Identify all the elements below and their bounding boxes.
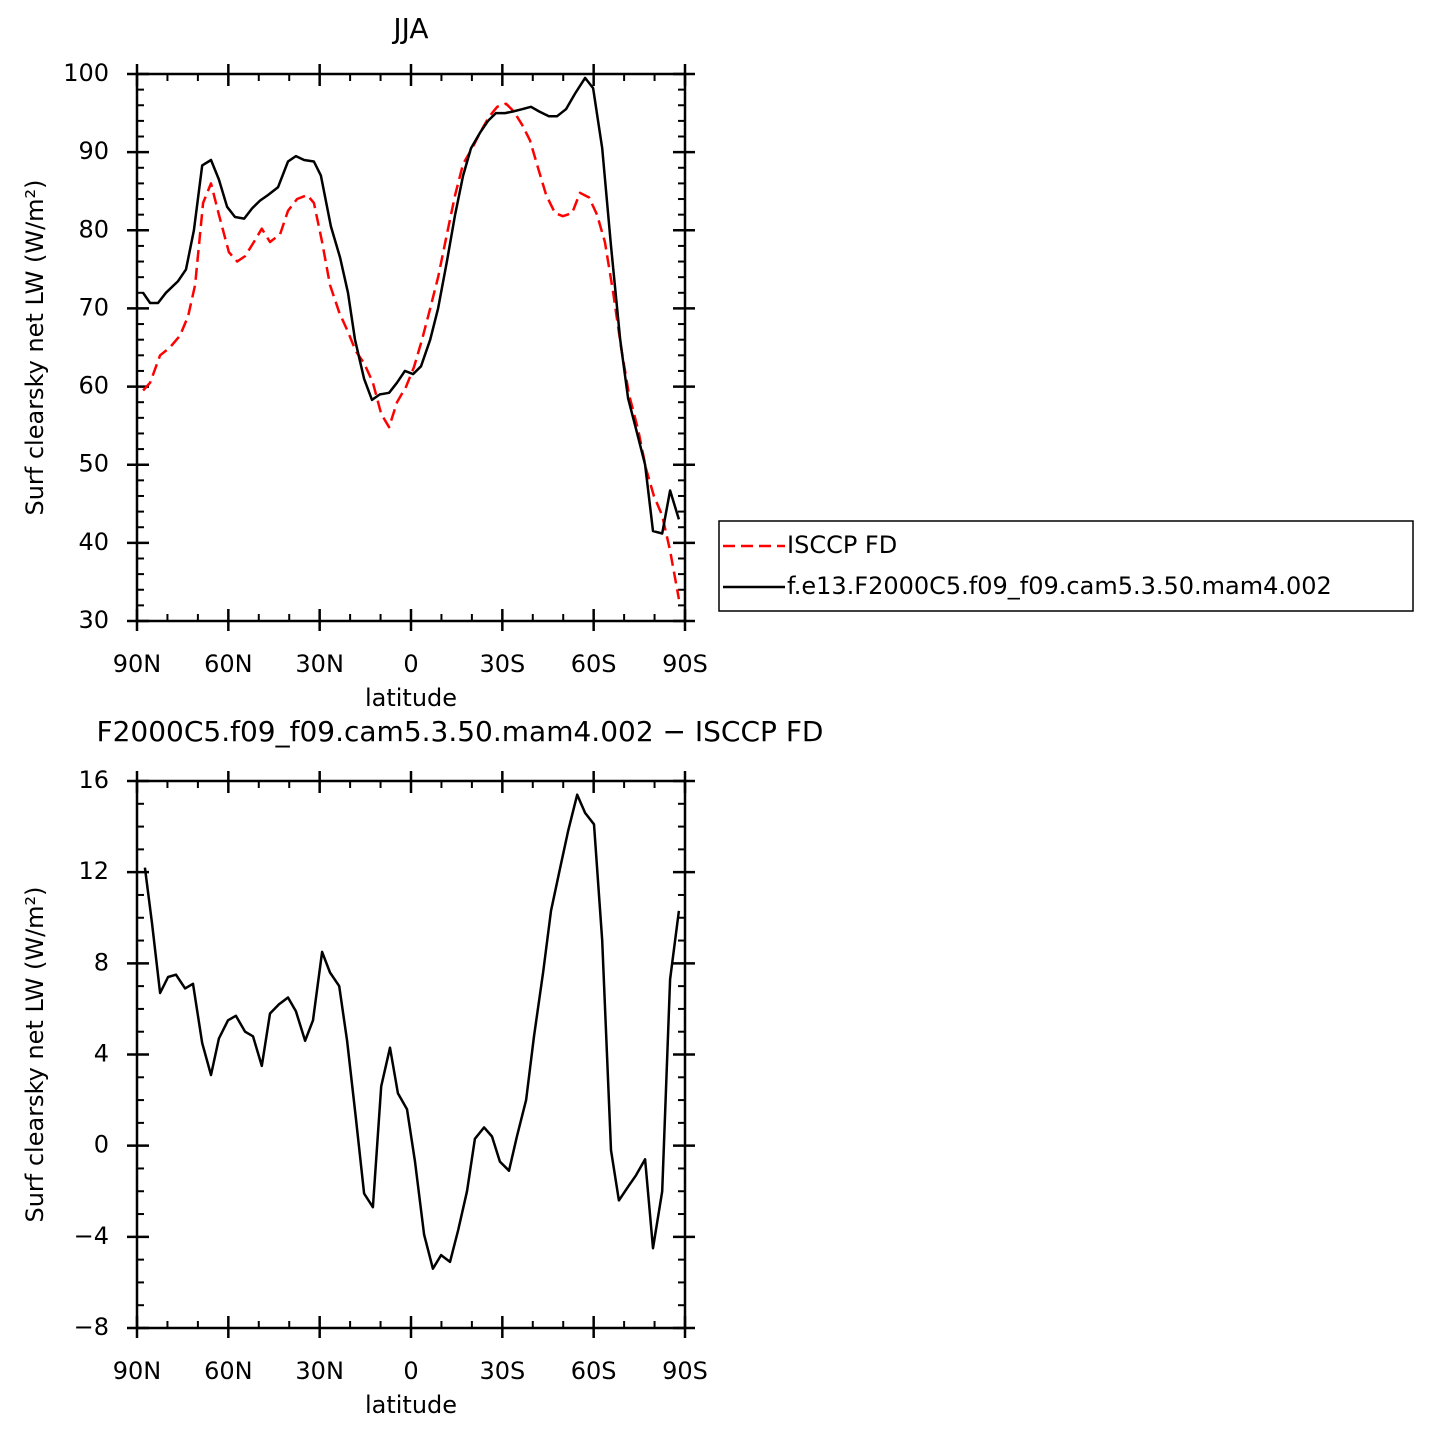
x-tick-label: 60S xyxy=(571,1357,617,1385)
y-tick-label: 60 xyxy=(78,372,109,400)
y-tick-label: −4 xyxy=(74,1222,109,1250)
y-tick-label: 100 xyxy=(63,59,109,87)
y-tick-label: 50 xyxy=(78,450,109,478)
plot-frame xyxy=(135,72,687,623)
y-axis-title: Surf clearsky net LW (W/m²) xyxy=(21,886,49,1222)
x-tick-label: 90S xyxy=(662,1357,708,1385)
y-tick-label: 8 xyxy=(94,948,109,976)
x-axis-title: latitude xyxy=(365,684,457,712)
x-tick-label: 90S xyxy=(662,650,708,678)
x-tick-label: 60N xyxy=(204,1357,253,1385)
plot-frame xyxy=(135,779,687,1330)
data-line xyxy=(142,102,681,600)
x-tick-label: 0 xyxy=(403,1357,418,1385)
legend-box xyxy=(718,520,1414,612)
y-tick-label: 90 xyxy=(78,137,109,165)
chart-title: JJA xyxy=(391,12,428,45)
y-tick-label: 80 xyxy=(78,215,109,243)
y-tick-label: 4 xyxy=(94,1040,109,1068)
x-tick-label: 30N xyxy=(295,1357,344,1385)
y-tick-label: 12 xyxy=(78,857,109,885)
legend-label: ISCCP FD xyxy=(787,531,897,559)
legend-label: f.e13.F2000C5.f09_f09.cam5.3.50.mam4.002 xyxy=(787,572,1332,600)
x-tick-label: 90N xyxy=(113,650,162,678)
x-tick-label: 60N xyxy=(204,650,253,678)
y-tick-label: 0 xyxy=(94,1131,109,1159)
y-tick-label: 70 xyxy=(78,293,109,321)
x-tick-label: 0 xyxy=(403,650,418,678)
y-tick-label: 16 xyxy=(78,766,109,794)
y-tick-label: 40 xyxy=(78,528,109,556)
data-line xyxy=(143,793,681,1270)
y-tick-label: 30 xyxy=(78,606,109,634)
x-tick-label: 60S xyxy=(571,650,617,678)
x-tick-label: 30N xyxy=(295,650,344,678)
y-axis-title: Surf clearsky net LW (W/m²) xyxy=(21,179,49,515)
x-axis-title: latitude xyxy=(365,1391,457,1419)
x-tick-label: 30S xyxy=(479,650,525,678)
y-tick-label: −8 xyxy=(74,1313,109,1341)
x-tick-label: 30S xyxy=(479,1357,525,1385)
chart-title: F2000C5.f09_f09.cam5.3.50.mam4.002 − ISC… xyxy=(96,715,823,748)
data-line xyxy=(142,76,681,535)
x-tick-label: 90N xyxy=(113,1357,162,1385)
